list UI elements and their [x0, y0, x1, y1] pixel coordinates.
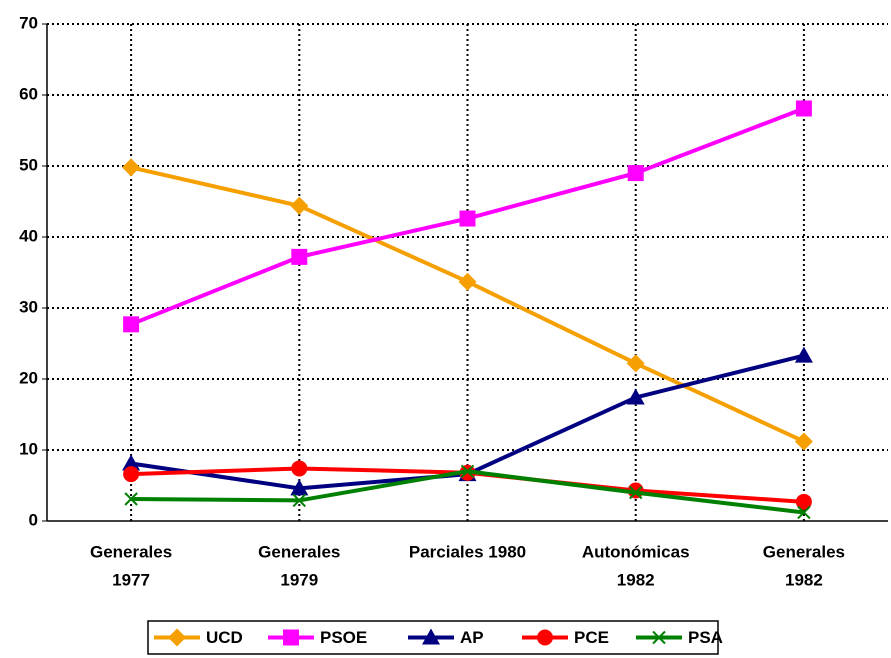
- marker: [123, 316, 140, 333]
- y-tick-label: 20: [19, 368, 38, 387]
- legend-box: [147, 620, 719, 655]
- legend-label: AP: [460, 628, 484, 647]
- marker: [652, 630, 666, 645]
- x-tick-label: Generales: [258, 542, 340, 561]
- legend-label: UCD: [206, 628, 243, 647]
- x-tick-label: 1982: [785, 570, 823, 589]
- y-tick-label: 0: [29, 510, 38, 529]
- marker: [458, 272, 477, 291]
- x-tick-label: Generales: [90, 542, 172, 561]
- x-tick-label: 1982: [617, 570, 655, 589]
- marker: [168, 628, 186, 647]
- marker: [626, 388, 645, 405]
- legend-label: PCE: [574, 628, 609, 647]
- marker: [291, 248, 308, 265]
- y-tick-label: 30: [19, 297, 38, 316]
- marker: [795, 493, 812, 510]
- y-tick-label: 70: [19, 13, 38, 32]
- marker: [291, 460, 308, 477]
- y-tick-label: 10: [19, 439, 38, 458]
- y-tick-label: 60: [19, 84, 38, 103]
- marker: [422, 628, 440, 645]
- x-tick-label: Generales: [763, 542, 845, 561]
- marker: [797, 505, 811, 520]
- marker: [292, 493, 307, 508]
- marker: [290, 196, 309, 215]
- x-tick-label: Parciales 1980: [409, 542, 526, 561]
- x-tick-label: 1977: [112, 570, 150, 589]
- marker: [124, 492, 138, 506]
- marker: [122, 454, 141, 471]
- marker: [290, 479, 309, 496]
- marker: [794, 432, 813, 451]
- marker: [460, 464, 475, 479]
- marker: [459, 210, 476, 227]
- marker: [795, 100, 812, 117]
- marker: [283, 629, 299, 646]
- y-tick-label: 40: [19, 226, 38, 245]
- y-tick-label: 50: [19, 155, 38, 174]
- x-tick-label: 1979: [280, 570, 318, 589]
- marker: [627, 165, 644, 182]
- x-tick-label: Autonómicas: [582, 542, 690, 561]
- marker: [794, 346, 813, 363]
- marker: [628, 485, 643, 500]
- marker: [537, 629, 553, 646]
- legend-label: PSA: [688, 628, 723, 647]
- marker: [626, 354, 645, 373]
- marker: [122, 158, 141, 177]
- marker: [123, 466, 140, 483]
- legend-label: PSOE: [320, 628, 367, 647]
